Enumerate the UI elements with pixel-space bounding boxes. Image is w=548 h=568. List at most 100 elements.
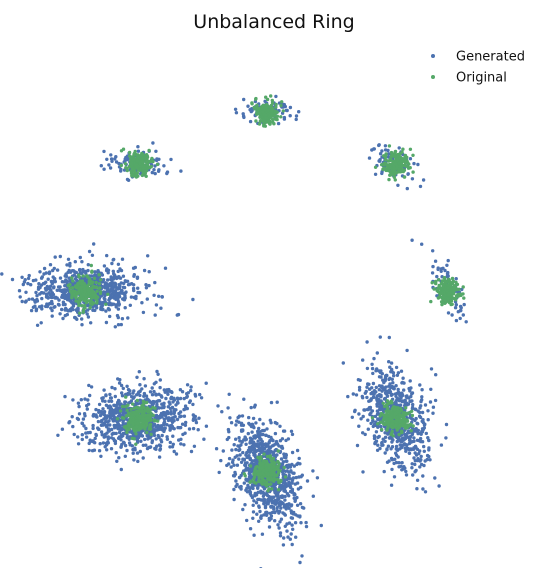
data-point bbox=[91, 426, 95, 431]
data-point bbox=[76, 435, 80, 439]
data-point bbox=[305, 479, 310, 483]
data-point bbox=[374, 430, 379, 434]
data-point bbox=[426, 436, 430, 440]
data-point bbox=[366, 427, 370, 431]
data-point bbox=[116, 307, 121, 311]
data-point bbox=[378, 159, 382, 163]
data-point bbox=[60, 295, 64, 299]
data-point bbox=[157, 294, 161, 298]
data-point bbox=[217, 470, 221, 475]
data-point bbox=[388, 163, 392, 168]
data-point bbox=[410, 466, 414, 470]
data-point bbox=[198, 392, 202, 397]
data-point bbox=[353, 408, 357, 412]
data-point bbox=[42, 272, 46, 276]
data-point bbox=[403, 446, 407, 450]
data-point bbox=[119, 322, 124, 327]
data-point bbox=[148, 425, 152, 429]
data-point bbox=[165, 388, 169, 392]
data-point bbox=[65, 308, 69, 312]
data-point bbox=[176, 397, 180, 401]
data-point bbox=[235, 463, 240, 467]
data-point bbox=[144, 286, 149, 290]
data-point bbox=[262, 468, 266, 473]
data-point bbox=[202, 437, 206, 441]
data-point bbox=[409, 440, 413, 444]
data-point bbox=[144, 421, 149, 425]
data-point bbox=[378, 407, 382, 411]
data-point bbox=[394, 423, 398, 428]
data-point bbox=[165, 423, 169, 427]
data-point bbox=[68, 264, 72, 268]
data-point bbox=[299, 485, 303, 490]
data-point bbox=[140, 434, 145, 438]
data-point bbox=[311, 469, 315, 473]
data-point bbox=[422, 463, 426, 468]
data-point bbox=[270, 117, 275, 122]
data-point bbox=[268, 478, 272, 482]
data-point bbox=[110, 385, 114, 390]
data-point bbox=[373, 441, 377, 445]
data-point bbox=[116, 323, 121, 327]
data-point bbox=[120, 404, 125, 409]
data-point bbox=[91, 305, 95, 309]
data-point bbox=[56, 433, 60, 437]
data-point bbox=[105, 285, 110, 289]
data-point bbox=[75, 416, 80, 421]
data-point bbox=[278, 502, 282, 506]
data-point bbox=[115, 275, 119, 279]
data-point bbox=[112, 414, 116, 418]
data-point bbox=[234, 437, 238, 441]
data-point bbox=[171, 400, 175, 404]
data-point bbox=[430, 281, 434, 285]
data-point bbox=[357, 412, 361, 416]
data-point bbox=[139, 439, 143, 443]
data-point bbox=[63, 394, 67, 399]
data-point bbox=[265, 461, 269, 465]
data-point bbox=[367, 156, 372, 160]
data-point bbox=[131, 402, 135, 406]
data-point bbox=[88, 430, 92, 435]
data-point bbox=[450, 302, 454, 306]
data-point bbox=[120, 317, 125, 321]
data-point bbox=[148, 165, 152, 170]
data-point bbox=[80, 433, 85, 437]
data-point bbox=[248, 436, 253, 440]
data-point bbox=[191, 426, 196, 431]
data-point bbox=[341, 361, 345, 365]
data-point bbox=[450, 295, 454, 299]
data-point bbox=[197, 416, 201, 420]
data-point bbox=[102, 388, 106, 392]
data-point bbox=[38, 270, 42, 274]
data-point bbox=[123, 306, 127, 310]
data-point bbox=[77, 288, 81, 293]
data-point bbox=[142, 391, 147, 396]
data-point bbox=[374, 385, 378, 390]
data-point bbox=[80, 279, 85, 283]
data-point bbox=[268, 450, 272, 454]
data-point bbox=[150, 156, 154, 161]
data-point bbox=[103, 445, 107, 449]
data-point bbox=[96, 419, 101, 424]
data-point bbox=[26, 276, 31, 281]
data-point bbox=[391, 161, 395, 166]
data-point bbox=[445, 272, 450, 276]
data-point bbox=[237, 420, 241, 424]
data-point bbox=[138, 433, 142, 438]
data-point bbox=[135, 398, 139, 403]
data-point bbox=[389, 361, 394, 365]
data-point bbox=[251, 510, 256, 514]
data-point bbox=[244, 442, 248, 446]
data-point bbox=[393, 150, 397, 154]
data-point bbox=[136, 421, 140, 425]
data-point bbox=[52, 286, 56, 290]
data-point bbox=[389, 385, 393, 390]
data-point bbox=[418, 465, 422, 469]
data-point bbox=[398, 403, 403, 407]
data-point bbox=[292, 493, 296, 497]
data-point bbox=[142, 406, 146, 410]
data-point bbox=[240, 414, 245, 418]
data-point bbox=[82, 298, 87, 303]
data-point bbox=[304, 524, 309, 529]
data-point bbox=[281, 543, 286, 547]
